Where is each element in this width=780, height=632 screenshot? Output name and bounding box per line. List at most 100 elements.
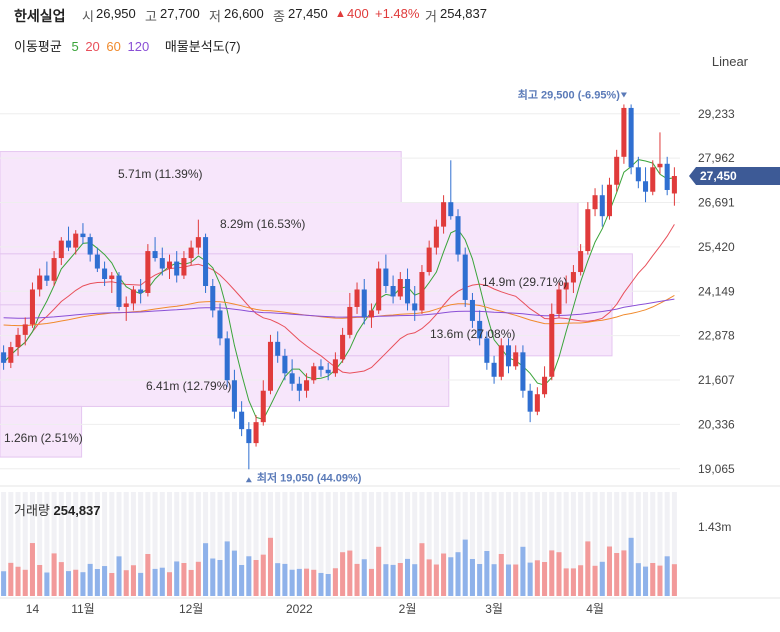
candle-body [455,216,461,255]
volume-panel-label: 거래량 254,837 [14,500,101,519]
candle-body [260,390,266,423]
volume-bar [448,557,454,596]
candle-body [491,362,497,377]
change-percent: +1.48% [375,6,420,21]
candle-body [628,107,634,168]
candle-body [44,275,50,281]
volume-bar [664,556,670,596]
volume-bar [239,565,245,596]
volume-bar [462,539,468,596]
candle-body [484,338,490,363]
volume-panel-title: 거래량 [14,503,50,518]
candle-body [181,258,187,276]
volume-profile-label: 5.71m (11.39%) [118,167,203,181]
candle-body [477,320,483,339]
volume-bar [37,565,43,596]
candle-body [340,334,346,360]
candle-body [51,258,57,281]
candle-body [404,279,411,304]
candle-body [239,411,245,430]
volume-bar [361,559,367,596]
volume-bar [231,550,237,596]
candle-body [123,303,129,307]
y-tick-label: 27,962 [698,151,735,165]
volume-bar [404,558,411,596]
volume-bar [260,554,266,596]
x-tick-label: 4월 [586,602,604,616]
candle-body [282,355,288,374]
volume-bar [87,563,93,596]
volume-bar [520,546,526,596]
x-tick-label: 11월 [71,602,95,616]
candle-body [166,261,173,269]
candle-body [8,347,14,363]
candle-body [635,167,641,182]
high-value: 27,700 [160,6,200,21]
volume-profile-bar [0,405,83,458]
candle-body [152,251,158,259]
current-price-tag [689,167,780,186]
candle-body [556,289,562,314]
ma-20-label: 20 [85,39,100,54]
close-label: 종 [273,9,285,24]
volume-profile-label[interactable]: 매물분석도(7) [164,39,241,54]
volume-bar [80,572,86,596]
candle-body [549,313,555,377]
candle-body [37,275,43,290]
volume-bar [426,559,432,596]
volume-bar [289,569,295,596]
y-tick-label: 22,878 [698,329,735,343]
x-tick-label: 2022 [286,602,313,616]
candle-body [643,181,649,192]
moving-average-legend[interactable]: 이동평균 5 20 60 120 매물분석도(7) [14,36,247,55]
volume-bar [116,556,122,596]
candle-body [332,359,338,374]
candle-body [159,258,165,269]
candle-body [585,209,591,252]
candle-body [195,237,201,248]
volume-bar [217,560,223,596]
volume-bar [275,563,281,596]
volume-bar [671,564,677,596]
candle-body [304,380,310,391]
candle-body [354,289,360,307]
x-tick-label: 2월 [399,602,417,616]
candle-body [441,202,447,227]
volume-bar [390,564,396,596]
stock-name: 한세실업 [14,8,66,24]
scale-toggle-button[interactable]: Linear [711,54,748,69]
ma-60-label: 60 [106,39,121,54]
volume-bar [534,560,540,596]
volume-bar [174,561,180,596]
volume-profile-label: 8.29m (16.53%) [220,217,305,231]
min-price-annotation: 최저 19,050 (44.09%) [257,470,362,484]
candle-body [210,285,216,311]
ma-5-label: 5 [71,39,79,54]
candle-body [520,352,526,391]
candle-body [505,345,512,367]
candle-body [361,289,367,318]
volume-bar [109,573,115,596]
volume-bar [397,563,403,596]
candle-body [462,254,468,300]
volume-bar [585,541,591,596]
candle-body [657,163,663,168]
candle-body [253,422,259,444]
volume-bar [606,546,613,596]
volume-bar [628,537,634,596]
y-tick-label: 26,691 [698,196,735,210]
volume-bar [325,574,331,596]
ma-label: 이동평균 [14,39,62,54]
candle-body [383,268,389,286]
candle-body [138,289,144,293]
volume-bar [650,563,656,596]
candle-body [318,366,324,370]
volume-bar [419,543,425,596]
x-tick-label: 3월 [485,602,503,616]
volume-bar [527,562,533,596]
volume-bar [455,552,461,596]
candle-body [289,373,295,384]
candle-body [145,251,151,293]
candle-body [448,202,454,217]
